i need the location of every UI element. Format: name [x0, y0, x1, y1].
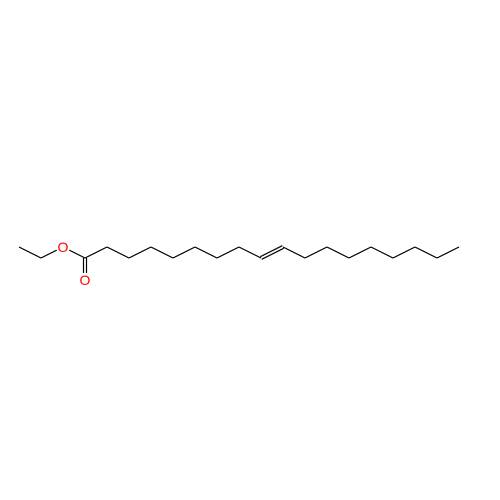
bond [437, 247, 459, 258]
bond [305, 247, 327, 258]
bond [327, 247, 349, 258]
atom-label-o: O [58, 239, 69, 255]
bond [195, 247, 217, 258]
bond [415, 247, 437, 258]
bond [107, 247, 129, 258]
bond [283, 247, 305, 258]
bond [129, 247, 151, 258]
bond-layer [19, 246, 459, 273]
bond [19, 247, 41, 258]
bond [371, 247, 393, 258]
bond [217, 247, 239, 258]
bond [349, 247, 371, 258]
bond [393, 247, 415, 258]
bond [41, 250, 57, 258]
atom-label-o: O [80, 272, 91, 288]
bond [69, 250, 85, 258]
atom-layer: OO [58, 239, 91, 288]
bond [239, 247, 261, 258]
bond [85, 247, 107, 258]
bond [173, 247, 195, 258]
bond [151, 247, 173, 258]
molecule-diagram: OO [0, 0, 500, 500]
